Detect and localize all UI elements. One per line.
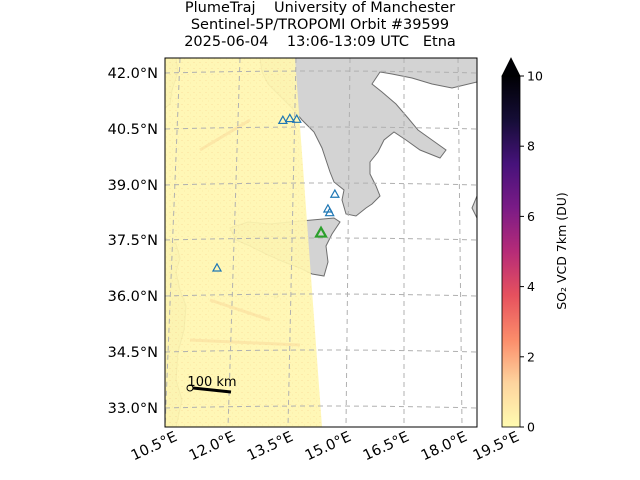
map-area xyxy=(165,58,477,427)
gridline-lon-12 xyxy=(227,58,241,427)
colorbar xyxy=(501,75,521,428)
volcano-marker-1 xyxy=(284,113,295,123)
scale-bar-label: 100 km xyxy=(187,375,236,390)
colorbar-tick-label: 0 xyxy=(527,420,535,435)
volcano-markers xyxy=(211,113,340,272)
gridline-lat-42 xyxy=(165,70,477,74)
colorbar-label: SO₂ VCD 7km (DU) xyxy=(554,192,569,310)
gridline-lon-10-5 xyxy=(165,58,181,427)
land-greece xyxy=(471,195,477,219)
gridline-lat-40-5 xyxy=(165,126,477,130)
lat-tick-label: 34.5°N xyxy=(108,345,158,361)
so2-texture xyxy=(189,118,301,347)
colorbar-tick-label: 8 xyxy=(527,139,535,154)
map-title-line2: Sentinel-5P/TROPOMI Orbit #39599 xyxy=(190,17,450,33)
volcano-marker-6 xyxy=(211,262,223,272)
lon-tick-label: 15.0°E xyxy=(303,429,354,464)
lat-tick-label: 40.5°N xyxy=(108,122,158,138)
gridline-lon-18 xyxy=(457,58,463,427)
colorbar-tick-label: 2 xyxy=(527,349,535,364)
lon-tick-label: 10.5°E xyxy=(129,429,180,464)
gridline-lat-36 xyxy=(165,293,477,297)
lon-tick-label: 16.5°E xyxy=(361,429,412,464)
colorbar-extend-arrow xyxy=(501,57,521,77)
gridlines xyxy=(165,58,477,427)
lat-tick-label: 36.0°N xyxy=(108,289,158,305)
gridline-lat-34-5 xyxy=(165,349,477,353)
volcano-marker-5 xyxy=(324,207,335,217)
land-italy xyxy=(259,58,477,217)
target-volcano xyxy=(314,225,328,238)
volcano-marker-3 xyxy=(329,188,340,198)
lon-tick-label: 13.5°E xyxy=(245,429,296,464)
colorbar-ticks: 0 2 4 6 8 10 xyxy=(520,69,543,435)
gridline-lat-33 xyxy=(165,405,477,409)
lat-tick-label: 42.0°N xyxy=(108,66,158,82)
scale-bar-origin xyxy=(186,384,194,392)
volcano-marker-0 xyxy=(277,115,288,125)
gridline-lat-37-5 xyxy=(165,237,477,241)
lat-tick-label: 37.5°N xyxy=(108,233,158,249)
volcano-marker-2 xyxy=(291,113,302,123)
colorbar-tick-label: 10 xyxy=(527,69,543,84)
map-title-line1: PlumeTraj University of Manchester xyxy=(184,0,456,16)
map-title-line3: 2025-06-04 13:06-13:09 UTC Etna xyxy=(184,34,456,50)
lat-tick-label: 39.0°N xyxy=(108,178,158,194)
map-frame xyxy=(164,57,478,428)
colorbar-tick-label: 4 xyxy=(527,279,535,294)
lon-tick-label: 18.0°E xyxy=(419,429,470,464)
lon-tick-label: 19.5°E xyxy=(471,429,522,464)
gridline-lat-39 xyxy=(165,182,477,186)
lon-tick-label: 12.0°E xyxy=(187,429,238,464)
colorbar-tick-label: 6 xyxy=(527,209,535,224)
lat-tick-label: 33.0°N xyxy=(108,401,158,417)
scale-bar xyxy=(192,386,232,394)
gridline-lon-13-5 xyxy=(287,58,297,427)
target-volcano-marker xyxy=(314,225,328,238)
tropomi-swath xyxy=(165,58,322,427)
gridline-lon-15 xyxy=(345,58,351,427)
